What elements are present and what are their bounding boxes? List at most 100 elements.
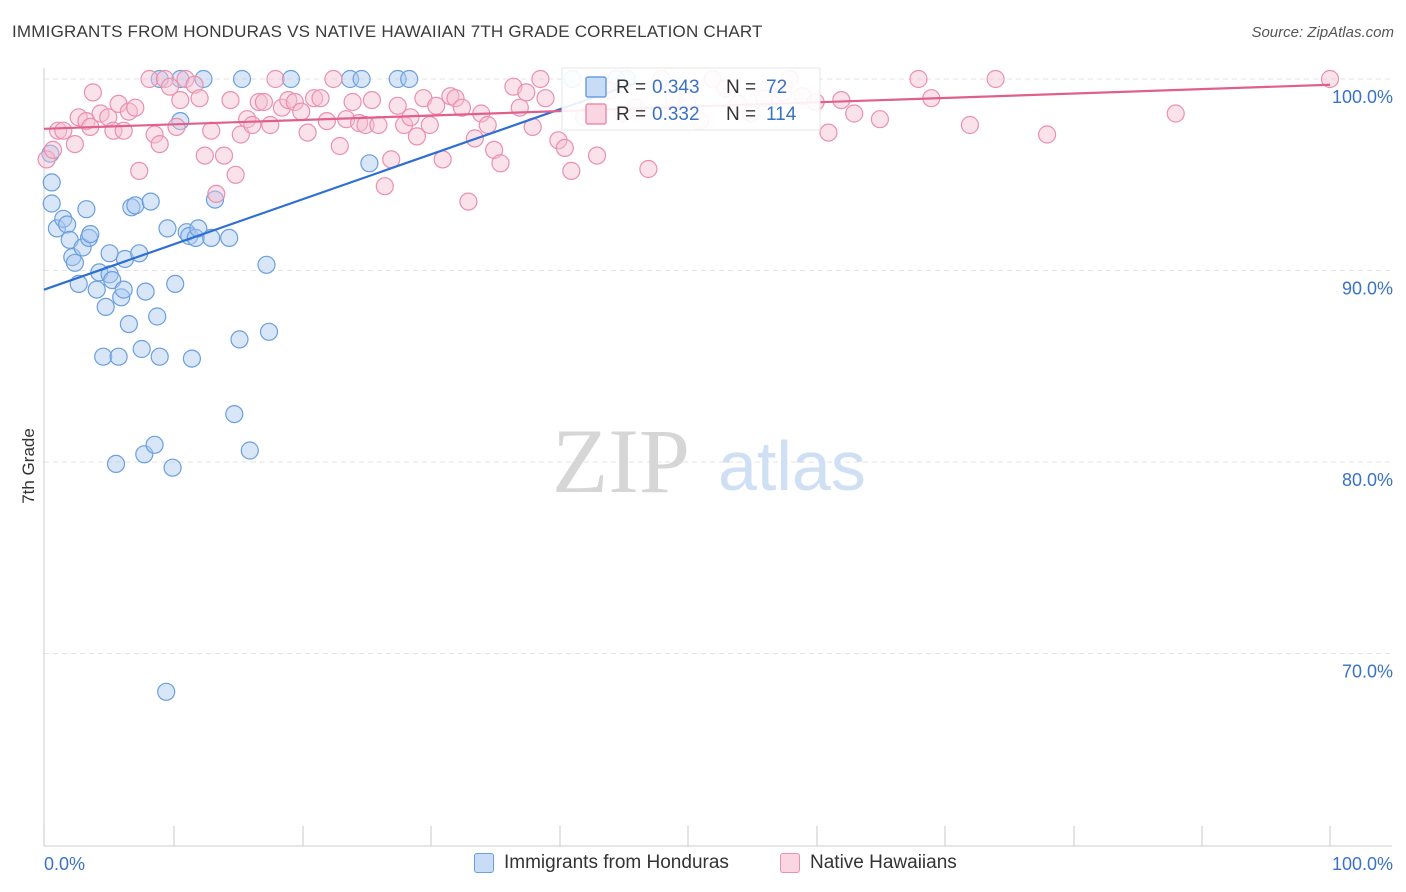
point-hawaiian[interactable] (130, 161, 149, 180)
point-hawaiian[interactable] (37, 150, 56, 169)
point-hawaiian[interactable] (160, 77, 180, 96)
point-honduras[interactable] (114, 280, 133, 299)
point-hawaiian[interactable] (536, 89, 555, 108)
point-hawaiian[interactable] (845, 104, 864, 123)
point-honduras[interactable] (119, 315, 138, 334)
point-hawaiian[interactable] (114, 121, 133, 140)
point-hawaiian[interactable] (459, 192, 478, 211)
point-honduras[interactable] (352, 69, 371, 89)
point-hawaiian[interactable] (298, 123, 317, 142)
point-hawaiian[interactable] (375, 177, 394, 196)
point-hawaiian[interactable] (207, 184, 226, 203)
point-honduras[interactable] (100, 244, 119, 263)
point-hawaiian[interactable] (65, 135, 85, 154)
point-hawaiian[interactable] (491, 154, 510, 173)
point-hawaiian[interactable] (202, 121, 221, 140)
point-hawaiian[interactable] (43, 140, 63, 159)
point-honduras[interactable] (163, 458, 182, 477)
point-honduras[interactable] (42, 173, 61, 192)
point-hawaiian[interactable] (279, 90, 298, 110)
point-hawaiian[interactable] (986, 69, 1005, 89)
point-hawaiian[interactable] (420, 115, 439, 135)
point-hawaiian[interactable] (226, 165, 245, 184)
point-honduras[interactable] (166, 274, 185, 293)
point-hawaiian[interactable] (587, 146, 607, 165)
point-hawaiian[interactable] (819, 123, 838, 142)
point-honduras[interactable] (281, 69, 300, 89)
point-honduras[interactable] (220, 228, 239, 247)
point-hawaiian[interactable] (305, 89, 324, 108)
point-hawaiian[interactable] (362, 90, 381, 110)
point-hawaiian[interactable] (261, 115, 280, 135)
point-honduras[interactable] (57, 215, 77, 234)
point-honduras[interactable] (400, 69, 419, 89)
point-hawaiian[interactable] (54, 121, 73, 140)
point-honduras[interactable] (232, 69, 252, 89)
point-hawaiian[interactable] (176, 69, 195, 89)
point-hawaiian[interactable] (317, 111, 336, 131)
point-hawaiian[interactable] (531, 69, 550, 89)
point-hawaiian[interactable] (356, 115, 375, 135)
point-hawaiian[interactable] (369, 115, 388, 135)
point-honduras[interactable] (150, 69, 169, 89)
point-hawaiian[interactable] (292, 102, 311, 121)
point-hawaiian[interactable] (126, 98, 145, 117)
point-hawaiian[interactable] (960, 115, 980, 135)
point-honduras[interactable] (47, 219, 67, 238)
point-honduras[interactable] (106, 454, 126, 473)
point-hawaiian[interactable] (1037, 125, 1057, 144)
point-hawaiian[interactable] (517, 83, 536, 102)
point-honduras[interactable] (158, 219, 177, 238)
point-hawaiian[interactable] (221, 90, 240, 110)
point-hawaiian[interactable] (832, 90, 851, 110)
point-hawaiian[interactable] (549, 131, 568, 150)
point-hawaiian[interactable] (214, 146, 234, 165)
point-honduras[interactable] (148, 307, 167, 326)
point-hawaiian[interactable] (324, 69, 343, 89)
point-hawaiian[interactable] (311, 89, 330, 108)
point-hawaiian[interactable] (555, 138, 574, 157)
point-honduras[interactable] (257, 255, 276, 274)
point-hawaiian[interactable] (285, 92, 304, 112)
point-honduras[interactable] (189, 219, 208, 238)
point-honduras[interactable] (150, 347, 169, 366)
point-honduras[interactable] (109, 347, 128, 366)
point-hawaiian[interactable] (870, 110, 890, 129)
point-honduras[interactable] (145, 435, 164, 454)
point-hawaiian[interactable] (190, 89, 209, 108)
point-hawaiian[interactable] (249, 92, 268, 112)
point-honduras[interactable] (126, 196, 145, 215)
point-hawaiian[interactable] (140, 69, 159, 89)
point-honduras[interactable] (77, 200, 96, 219)
point-hawaiian[interactable] (639, 159, 658, 179)
point-hawaiian[interactable] (48, 121, 68, 140)
point-hawaiian[interactable] (562, 161, 581, 180)
point-hawaiian[interactable] (343, 92, 362, 112)
point-honduras[interactable] (94, 347, 113, 366)
legend-item-honduras[interactable]: Immigrants from Honduras (474, 852, 729, 874)
point-hawaiian[interactable] (452, 98, 471, 117)
point-honduras[interactable] (87, 280, 106, 299)
point-honduras[interactable] (132, 339, 151, 359)
point-honduras[interactable] (259, 322, 279, 341)
point-hawaiian[interactable] (167, 117, 186, 137)
point-honduras[interactable] (194, 69, 213, 89)
point-hawaiian[interactable] (909, 69, 928, 89)
point-honduras[interactable] (81, 225, 100, 244)
point-hawaiian[interactable] (254, 92, 273, 112)
point-hawaiian[interactable] (185, 75, 204, 94)
point-hawaiian[interactable] (83, 83, 103, 102)
point-hawaiian[interactable] (388, 96, 407, 115)
point-honduras[interactable] (240, 441, 259, 460)
point-honduras[interactable] (73, 238, 92, 257)
point-honduras[interactable] (157, 682, 176, 701)
point-honduras[interactable] (65, 253, 85, 272)
point-honduras[interactable] (205, 190, 225, 209)
point-hawaiian[interactable] (238, 110, 257, 129)
point-hawaiian[interactable] (243, 115, 262, 135)
point-hawaiian[interactable] (407, 127, 426, 146)
point-hawaiian[interactable] (1320, 69, 1340, 89)
point-hawaiian[interactable] (266, 69, 285, 89)
point-honduras[interactable] (182, 349, 201, 368)
point-honduras[interactable] (225, 405, 244, 424)
